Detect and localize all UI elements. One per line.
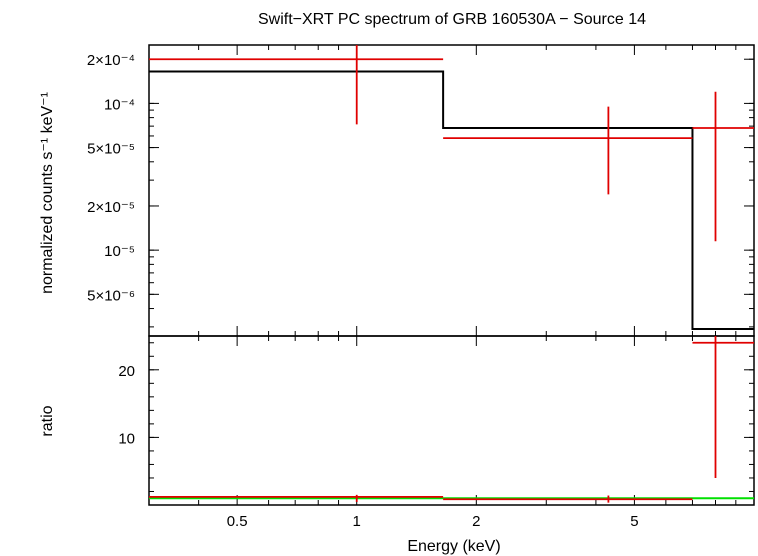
spectrum-panel: 2×10⁻⁴ 10⁻⁴ 5×10⁻⁵ 2×10⁻⁵ 10⁻⁵ 5×10⁻⁶ [87, 44, 755, 337]
y-tick-label: 5×10⁻⁵ [87, 141, 135, 158]
y-axis-label-ratio: ratio [39, 405, 56, 436]
energy-axis: 0.5 1 2 5 [227, 513, 639, 530]
x-tick-label: 1 [353, 513, 361, 530]
y-tick-label: 2×10⁻⁴ [87, 52, 135, 69]
y-tick-label: 10⁻⁵ [104, 243, 135, 260]
y-axis-label-spectrum: normalized counts s⁻¹ keV⁻¹ [39, 92, 56, 294]
ratio-panel: 10 20 [118, 335, 755, 506]
y-tick-label: 10⁻⁴ [104, 96, 135, 113]
plot-frame [148, 335, 755, 506]
y-tick-label: 5×10⁻⁶ [87, 287, 135, 304]
x-tick-label: 2 [472, 513, 480, 530]
chart-title: Swift−XRT PC spectrum of GRB 160530A − S… [258, 11, 646, 28]
x-axis-label: Energy (keV) [407, 538, 500, 555]
x-tick-label: 5 [630, 513, 638, 530]
y-tick-label: 20 [118, 363, 135, 380]
x-tick-label: 0.5 [227, 513, 248, 530]
y-tick-label: 2×10⁻⁵ [87, 199, 135, 216]
y-tick-label: 10 [118, 430, 135, 447]
model-line [149, 70, 754, 331]
plot-frame [148, 44, 755, 337]
